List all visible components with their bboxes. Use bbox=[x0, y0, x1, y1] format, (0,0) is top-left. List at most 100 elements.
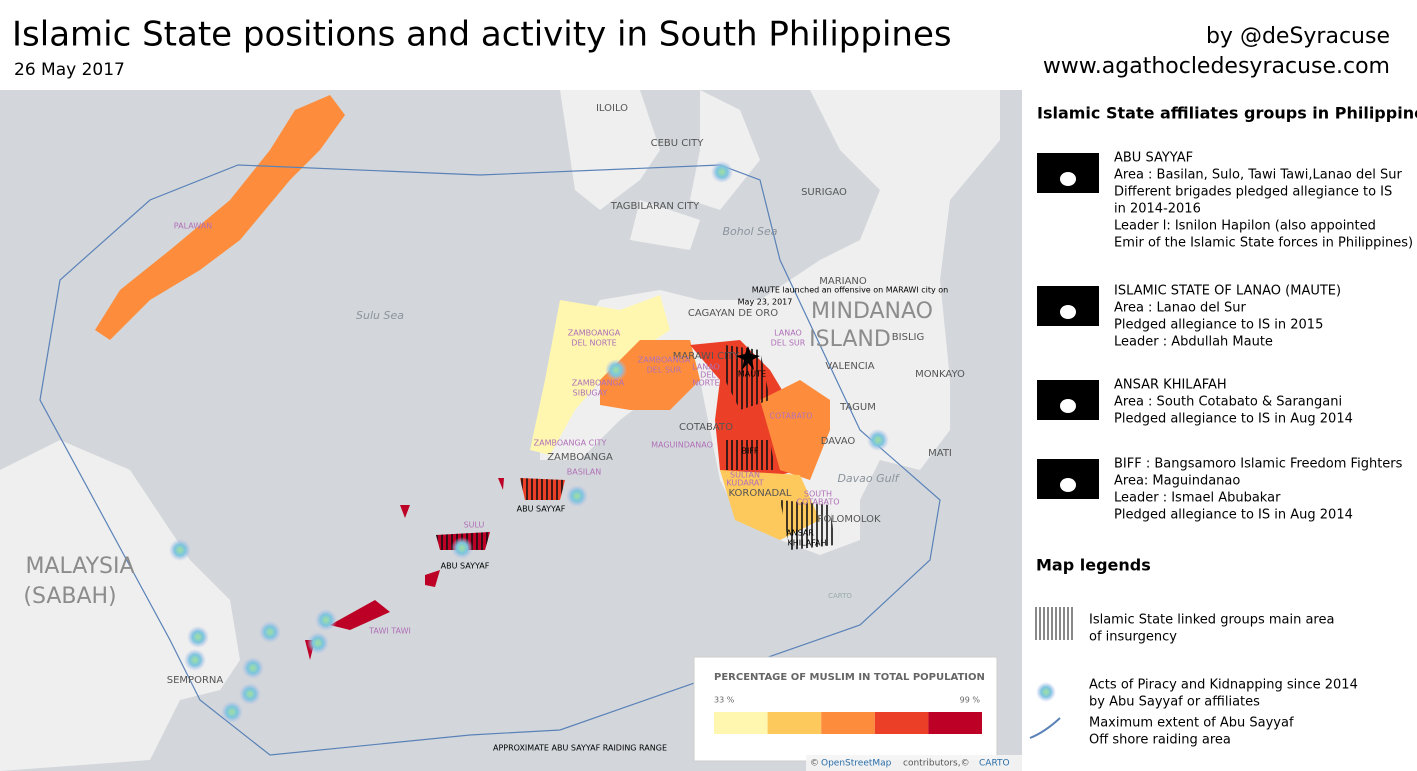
province bbox=[95, 95, 345, 340]
province-label: DEL bbox=[700, 371, 716, 380]
place-label: CAGAYAN DE ORO bbox=[688, 308, 778, 319]
sea-label: Davao Gulf bbox=[837, 472, 900, 485]
group-line: Pledged allegiance to IS in 2015 bbox=[1114, 318, 1323, 333]
range-icon bbox=[1029, 717, 1061, 739]
province bbox=[305, 478, 504, 660]
piracy-marker bbox=[315, 609, 337, 631]
group-line: Different brigades pledged allegiance to… bbox=[1114, 185, 1392, 200]
marawi-star bbox=[736, 346, 760, 370]
place-label: COTABATO bbox=[679, 422, 733, 433]
sea-label: Sulu Sea bbox=[356, 309, 404, 322]
group-line: ABU SAYYAF bbox=[1114, 151, 1193, 166]
legend-item: Maximum extent of Abu Sayyaf bbox=[1089, 716, 1294, 731]
piracy-icon bbox=[1036, 682, 1056, 702]
legend-min: 33 % bbox=[714, 696, 735, 705]
legend-heading: Map legends bbox=[1036, 556, 1151, 575]
side-panel: Islamic State affiliates groups in Phili… bbox=[1029, 104, 1417, 748]
place-label: KORONADAL bbox=[729, 488, 792, 499]
group-line: Emir of the Islamic State forces in Phil… bbox=[1114, 236, 1413, 251]
legend-swatch bbox=[714, 712, 768, 734]
group-line: Area : Basilan, Sulo, Tawi Tawi,Lanao de… bbox=[1114, 168, 1402, 183]
flag-seal bbox=[1060, 399, 1076, 413]
province-label: ZAMBOANGA bbox=[572, 379, 625, 388]
region-label: MALAYSIA bbox=[25, 554, 134, 579]
annotation: MAUTE launched an offensive on MARAWI ci… bbox=[752, 286, 948, 295]
piracy-marker bbox=[187, 626, 209, 648]
place-label: CEBU CITY bbox=[651, 138, 705, 149]
region-label: MINDANAO bbox=[811, 299, 933, 324]
legend-swatch bbox=[928, 712, 982, 734]
attribution-link[interactable]: CARTO bbox=[979, 759, 1010, 769]
region-label: ISLAND bbox=[809, 327, 891, 352]
group-line: BIFF : Bangsamoro Islamic Freedom Fighte… bbox=[1114, 457, 1403, 472]
province-label: SIBUGAY bbox=[573, 389, 608, 398]
legend-item: by Abu Sayyaf or affiliates bbox=[1089, 695, 1260, 710]
province-label: SULTAN bbox=[730, 471, 760, 480]
piracy-marker bbox=[307, 632, 329, 654]
group-line: Area : South Cotabato & Sarangani bbox=[1114, 395, 1342, 410]
annotation: KHILAFAH bbox=[787, 539, 826, 548]
province-label: TAWI TAWI bbox=[368, 627, 411, 636]
legend-box bbox=[693, 656, 998, 762]
province-label: MAGUINDANAO bbox=[651, 441, 713, 450]
province bbox=[690, 340, 800, 480]
province bbox=[600, 340, 700, 410]
attribution-bg bbox=[806, 755, 1022, 771]
province-label: ZAMBOANGA CITY bbox=[534, 439, 607, 448]
insurgency-area bbox=[725, 345, 835, 550]
province-label: ZAMBOANGA bbox=[568, 329, 621, 338]
website: www.agathocledesyracuse.com bbox=[1043, 54, 1390, 79]
group-line: Area: Maguindanao bbox=[1114, 474, 1240, 489]
place-label: BISLIG bbox=[892, 332, 924, 343]
province-label: ZAMBOANGA bbox=[638, 356, 691, 365]
sea-label: Bohol Sea bbox=[722, 225, 777, 238]
annotation: ANSAR bbox=[786, 529, 814, 538]
author: by @deSyracuse bbox=[1206, 24, 1390, 49]
province-label: KUDARAT bbox=[726, 479, 763, 488]
legend-item: Off shore raiding area bbox=[1089, 733, 1231, 748]
legend-item: Acts of Piracy and Kidnapping since 2014 bbox=[1089, 678, 1358, 693]
legend-swatch bbox=[821, 712, 875, 734]
annotation: May 23, 2017 bbox=[738, 298, 793, 307]
place-label: POLOMOLOK bbox=[817, 514, 881, 525]
province-label: LANAO bbox=[774, 329, 802, 338]
region-label: (SABAH) bbox=[23, 584, 116, 609]
piracy-marker bbox=[566, 485, 588, 507]
group-line: in 2014-2016 bbox=[1114, 202, 1201, 217]
place-label: ZAMBOANGA bbox=[547, 452, 613, 463]
province-label: SULU bbox=[464, 521, 485, 530]
panel-title: Islamic State affiliates groups in Phili… bbox=[1037, 104, 1417, 123]
piracy-marker bbox=[711, 161, 733, 183]
group-line: Leader : Abdullah Maute bbox=[1114, 335, 1273, 350]
place-label: SEMPORNA bbox=[167, 675, 224, 686]
piracy-marker bbox=[451, 537, 473, 559]
header-bg bbox=[0, 0, 1417, 90]
group-line: Leader : Ismael Abubakar bbox=[1114, 491, 1281, 506]
annotation: ABU SAYYAF bbox=[517, 505, 566, 514]
place-label: TAGUM bbox=[839, 402, 876, 413]
province bbox=[530, 295, 670, 455]
piracy-marker bbox=[169, 539, 191, 561]
province-label: DEL NORTE bbox=[571, 339, 616, 348]
place-label: ILOILO bbox=[596, 103, 628, 114]
place-label: MATI bbox=[928, 448, 952, 459]
flag-seal bbox=[1060, 305, 1076, 319]
legend-swatch bbox=[767, 712, 822, 734]
province-label: LANAO bbox=[692, 363, 720, 372]
province-label: DEL SUR bbox=[647, 366, 682, 375]
hatch-icon bbox=[1035, 607, 1073, 640]
place-label: MARAWI CITY bbox=[673, 351, 740, 362]
piracy-marker bbox=[221, 701, 243, 723]
place-label: TAGBILARAN CITY bbox=[610, 201, 700, 212]
attribution-link[interactable]: OpenStreetMap bbox=[821, 759, 892, 769]
place-label: VALENCIA bbox=[825, 361, 874, 372]
piracy-marker bbox=[259, 621, 281, 643]
legend-title: PERCENTAGE OF MUSLIM IN TOTAL POPULATION bbox=[714, 672, 985, 683]
flag-seal bbox=[1060, 478, 1076, 492]
piracy-marker bbox=[239, 683, 261, 705]
annotation: MAUTE bbox=[738, 370, 766, 379]
group-line: ISLAMIC STATE OF LANAO (MAUTE) bbox=[1114, 284, 1341, 299]
legend-item: Islamic State linked groups main area bbox=[1089, 613, 1334, 628]
piracy-marker bbox=[242, 657, 264, 679]
